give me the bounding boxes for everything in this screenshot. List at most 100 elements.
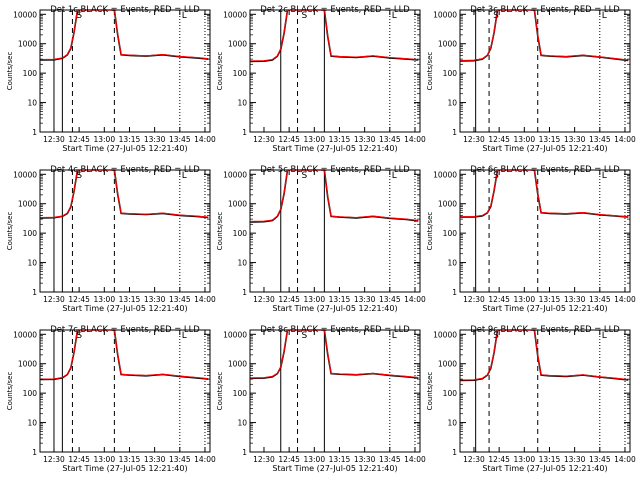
y-tick-label: 10 (27, 99, 37, 108)
y-tick-label: 100 (443, 229, 458, 238)
y-tick-label: 10 (447, 259, 457, 268)
x-tick-label: 13:30 (144, 295, 166, 304)
lld-series-line (40, 329, 209, 380)
x-tick-label: 13:30 (144, 135, 166, 144)
plot-frame (39, 169, 211, 293)
x-tick-label: 12:30 (43, 135, 65, 144)
y-tick-label: 1 (452, 448, 457, 457)
y-tick-label: 100 (23, 229, 38, 238)
y-tick-label: 1 (32, 448, 37, 457)
x-axis-label: Start Time (27-Jul-05 12:21:40) (62, 464, 187, 473)
x-tick-label: 12:45 (488, 455, 510, 464)
x-tick-label: 13:30 (564, 135, 586, 144)
y-tick-label: 1000 (228, 40, 247, 49)
x-axis-label: Start Time (27-Jul-05 12:21:40) (482, 464, 607, 473)
plot-frame (459, 9, 631, 133)
y-tick-label: 1000 (18, 360, 37, 369)
x-tick-label: 13:45 (589, 295, 611, 304)
y-tick-label: 100 (233, 69, 248, 78)
x-tick-label: 12:30 (463, 135, 485, 144)
y-tick-label: 10000 (223, 10, 247, 19)
y-axis-label: Counts/sec (426, 52, 434, 91)
marker-s: S (493, 171, 499, 181)
y-tick-label: 1000 (18, 200, 37, 209)
panel-title: Det 4c BLACK = Events, RED = LLD (50, 164, 199, 174)
x-tick-label: 12:30 (463, 455, 485, 464)
marker-l: L (602, 171, 607, 181)
x-tick-label: 14:00 (194, 295, 216, 304)
y-axis-label: Counts/sec (216, 52, 224, 91)
x-tick-label: 13:30 (564, 455, 586, 464)
x-tick-label: 13:15 (329, 295, 351, 304)
lld-series-line (250, 169, 419, 222)
x-tick-label: 13:45 (589, 455, 611, 464)
x-tick-label: 12:45 (278, 135, 300, 144)
x-tick-label: 14:00 (194, 135, 216, 144)
x-tick-label: 14:00 (404, 135, 426, 144)
x-tick-label: 13:00 (303, 455, 325, 464)
panel-title: Det 3c BLACK = Events, RED = LLD (470, 4, 619, 14)
lld-series-line (250, 9, 419, 62)
y-tick-label: 1 (452, 288, 457, 297)
y-tick-label: 10 (447, 99, 457, 108)
y-tick-label: 1000 (228, 360, 247, 369)
x-tick-label: 13:45 (379, 455, 401, 464)
x-tick-label: 13:15 (119, 295, 141, 304)
x-tick-label: 13:00 (303, 135, 325, 144)
x-tick-label: 12:45 (488, 135, 510, 144)
x-tick-label: 12:45 (68, 295, 90, 304)
x-tick-label: 13:30 (354, 135, 376, 144)
y-tick-label: 1000 (438, 40, 457, 49)
x-tick-label: 14:00 (614, 295, 636, 304)
marker-l: L (182, 171, 187, 181)
x-tick-label: 13:15 (329, 455, 351, 464)
lld-series-line (40, 9, 209, 61)
y-tick-label: 10000 (223, 170, 247, 179)
y-tick-label: 10 (447, 419, 457, 428)
x-tick-label: 12:45 (488, 295, 510, 304)
x-tick-label: 13:30 (354, 455, 376, 464)
x-tick-label: 13:45 (169, 455, 191, 464)
lld-series-line (460, 9, 629, 62)
marker-l: L (392, 171, 397, 181)
y-tick-label: 10 (27, 259, 37, 268)
x-tick-label: 14:00 (404, 295, 426, 304)
panel-title: Det 1c BLACK = Events, RED = LLD (50, 4, 199, 14)
y-tick-label: 10000 (433, 10, 457, 19)
y-axis-label: Counts/sec (426, 212, 434, 251)
y-tick-label: 1 (242, 128, 247, 137)
y-tick-label: 1 (32, 128, 37, 137)
marker-s: S (493, 331, 499, 341)
x-tick-label: 14:00 (404, 455, 426, 464)
y-tick-label: 1000 (18, 40, 37, 49)
y-tick-label: 100 (23, 69, 38, 78)
x-tick-label: 13:00 (93, 135, 115, 144)
plot-frame (249, 169, 421, 293)
plot-frame (249, 9, 421, 133)
lld-series-line (250, 329, 419, 379)
x-tick-label: 12:30 (43, 295, 65, 304)
x-tick-label: 12:30 (253, 455, 275, 464)
marker-s: S (493, 11, 499, 21)
x-tick-label: 13:00 (303, 295, 325, 304)
marker-l: L (182, 11, 187, 21)
x-tick-label: 12:30 (43, 455, 65, 464)
x-tick-label: 13:00 (513, 455, 535, 464)
marker-l: L (392, 11, 397, 21)
panel-title: Det 6c BLACK = Events, RED = LLD (470, 164, 619, 174)
y-tick-label: 100 (23, 389, 38, 398)
x-tick-label: 13:00 (93, 295, 115, 304)
x-tick-label: 12:45 (278, 455, 300, 464)
x-tick-label: 12:30 (463, 295, 485, 304)
x-tick-label: 12:45 (68, 135, 90, 144)
y-tick-label: 100 (233, 389, 248, 398)
panel-title: Det 7c BLACK = Events, RED = LLD (50, 324, 199, 334)
y-axis-label: Counts/sec (6, 372, 14, 411)
